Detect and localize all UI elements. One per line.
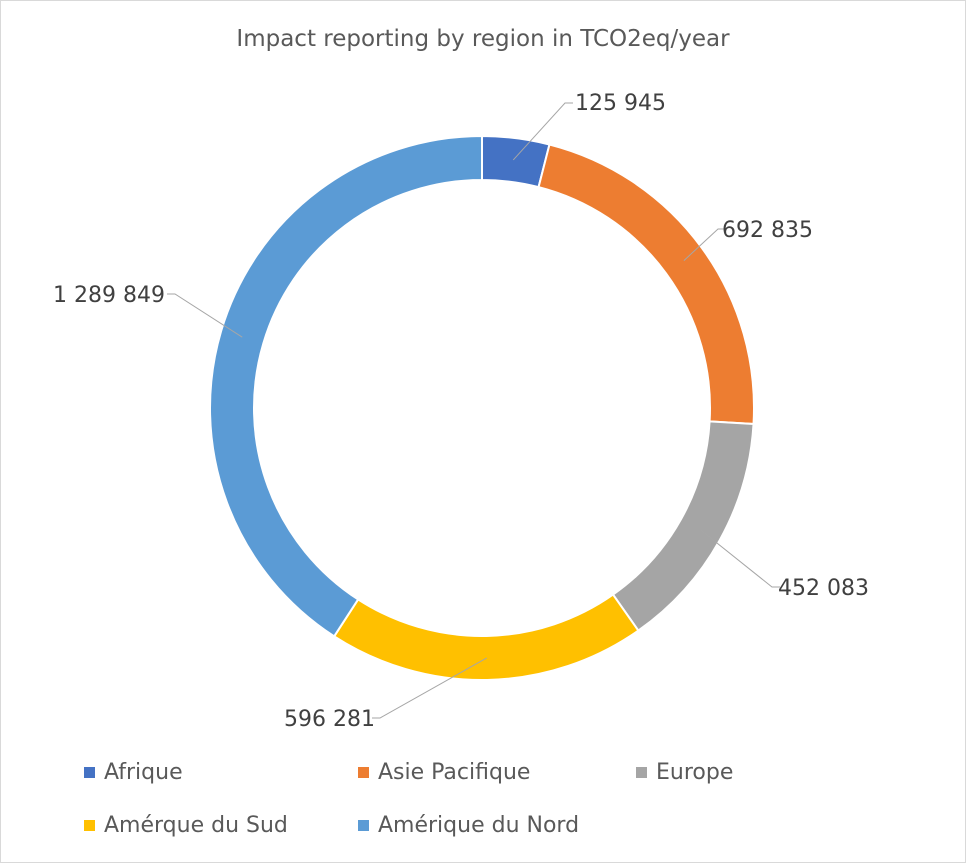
chart-title: Impact reporting by region in TCO2eq/yea…	[236, 26, 730, 52]
legend-label: Europe	[656, 760, 734, 785]
legend-label: Afrique	[104, 760, 183, 785]
legend-swatch	[84, 820, 95, 831]
legend-label: Asie Pacifique	[378, 760, 531, 785]
legend-item-amerique-du-nord: Amérique du Nord	[358, 813, 579, 838]
data-label: 125 945	[575, 91, 666, 116]
legend-item-afrique: Afrique	[84, 760, 183, 785]
legend-label: Amérque du Sud	[104, 813, 288, 838]
legend-item-europe: Europe	[636, 760, 733, 785]
legend-item-asie-pacifique: Asie Pacifique	[358, 760, 530, 785]
legend-swatch	[84, 767, 95, 778]
legend-label: Amérique du Nord	[378, 813, 580, 838]
leader-line	[700, 529, 780, 588]
donut-slice-asie-pacifique	[537, 143, 755, 426]
data-label: 1 289 849	[53, 283, 165, 308]
legend-swatch	[358, 820, 369, 831]
legend-swatch	[358, 767, 369, 778]
leader-line	[683, 228, 726, 261]
leader-line	[167, 293, 243, 338]
data-label: 452 083	[778, 576, 869, 601]
data-label: 692 835	[722, 218, 813, 243]
legend-item-amerique-du-sud: Amérque du Sud	[84, 813, 288, 838]
donut-slice-amérque-du-sud	[332, 593, 640, 681]
data-label: 596 281	[284, 707, 375, 732]
donut-slice-amérique-du-nord	[209, 134, 483, 638]
leader-line	[372, 657, 487, 719]
donut-slice-afrique	[481, 134, 551, 189]
leader-line	[512, 102, 573, 161]
legend-swatch	[636, 767, 647, 778]
donut-slice-europe	[611, 420, 755, 632]
